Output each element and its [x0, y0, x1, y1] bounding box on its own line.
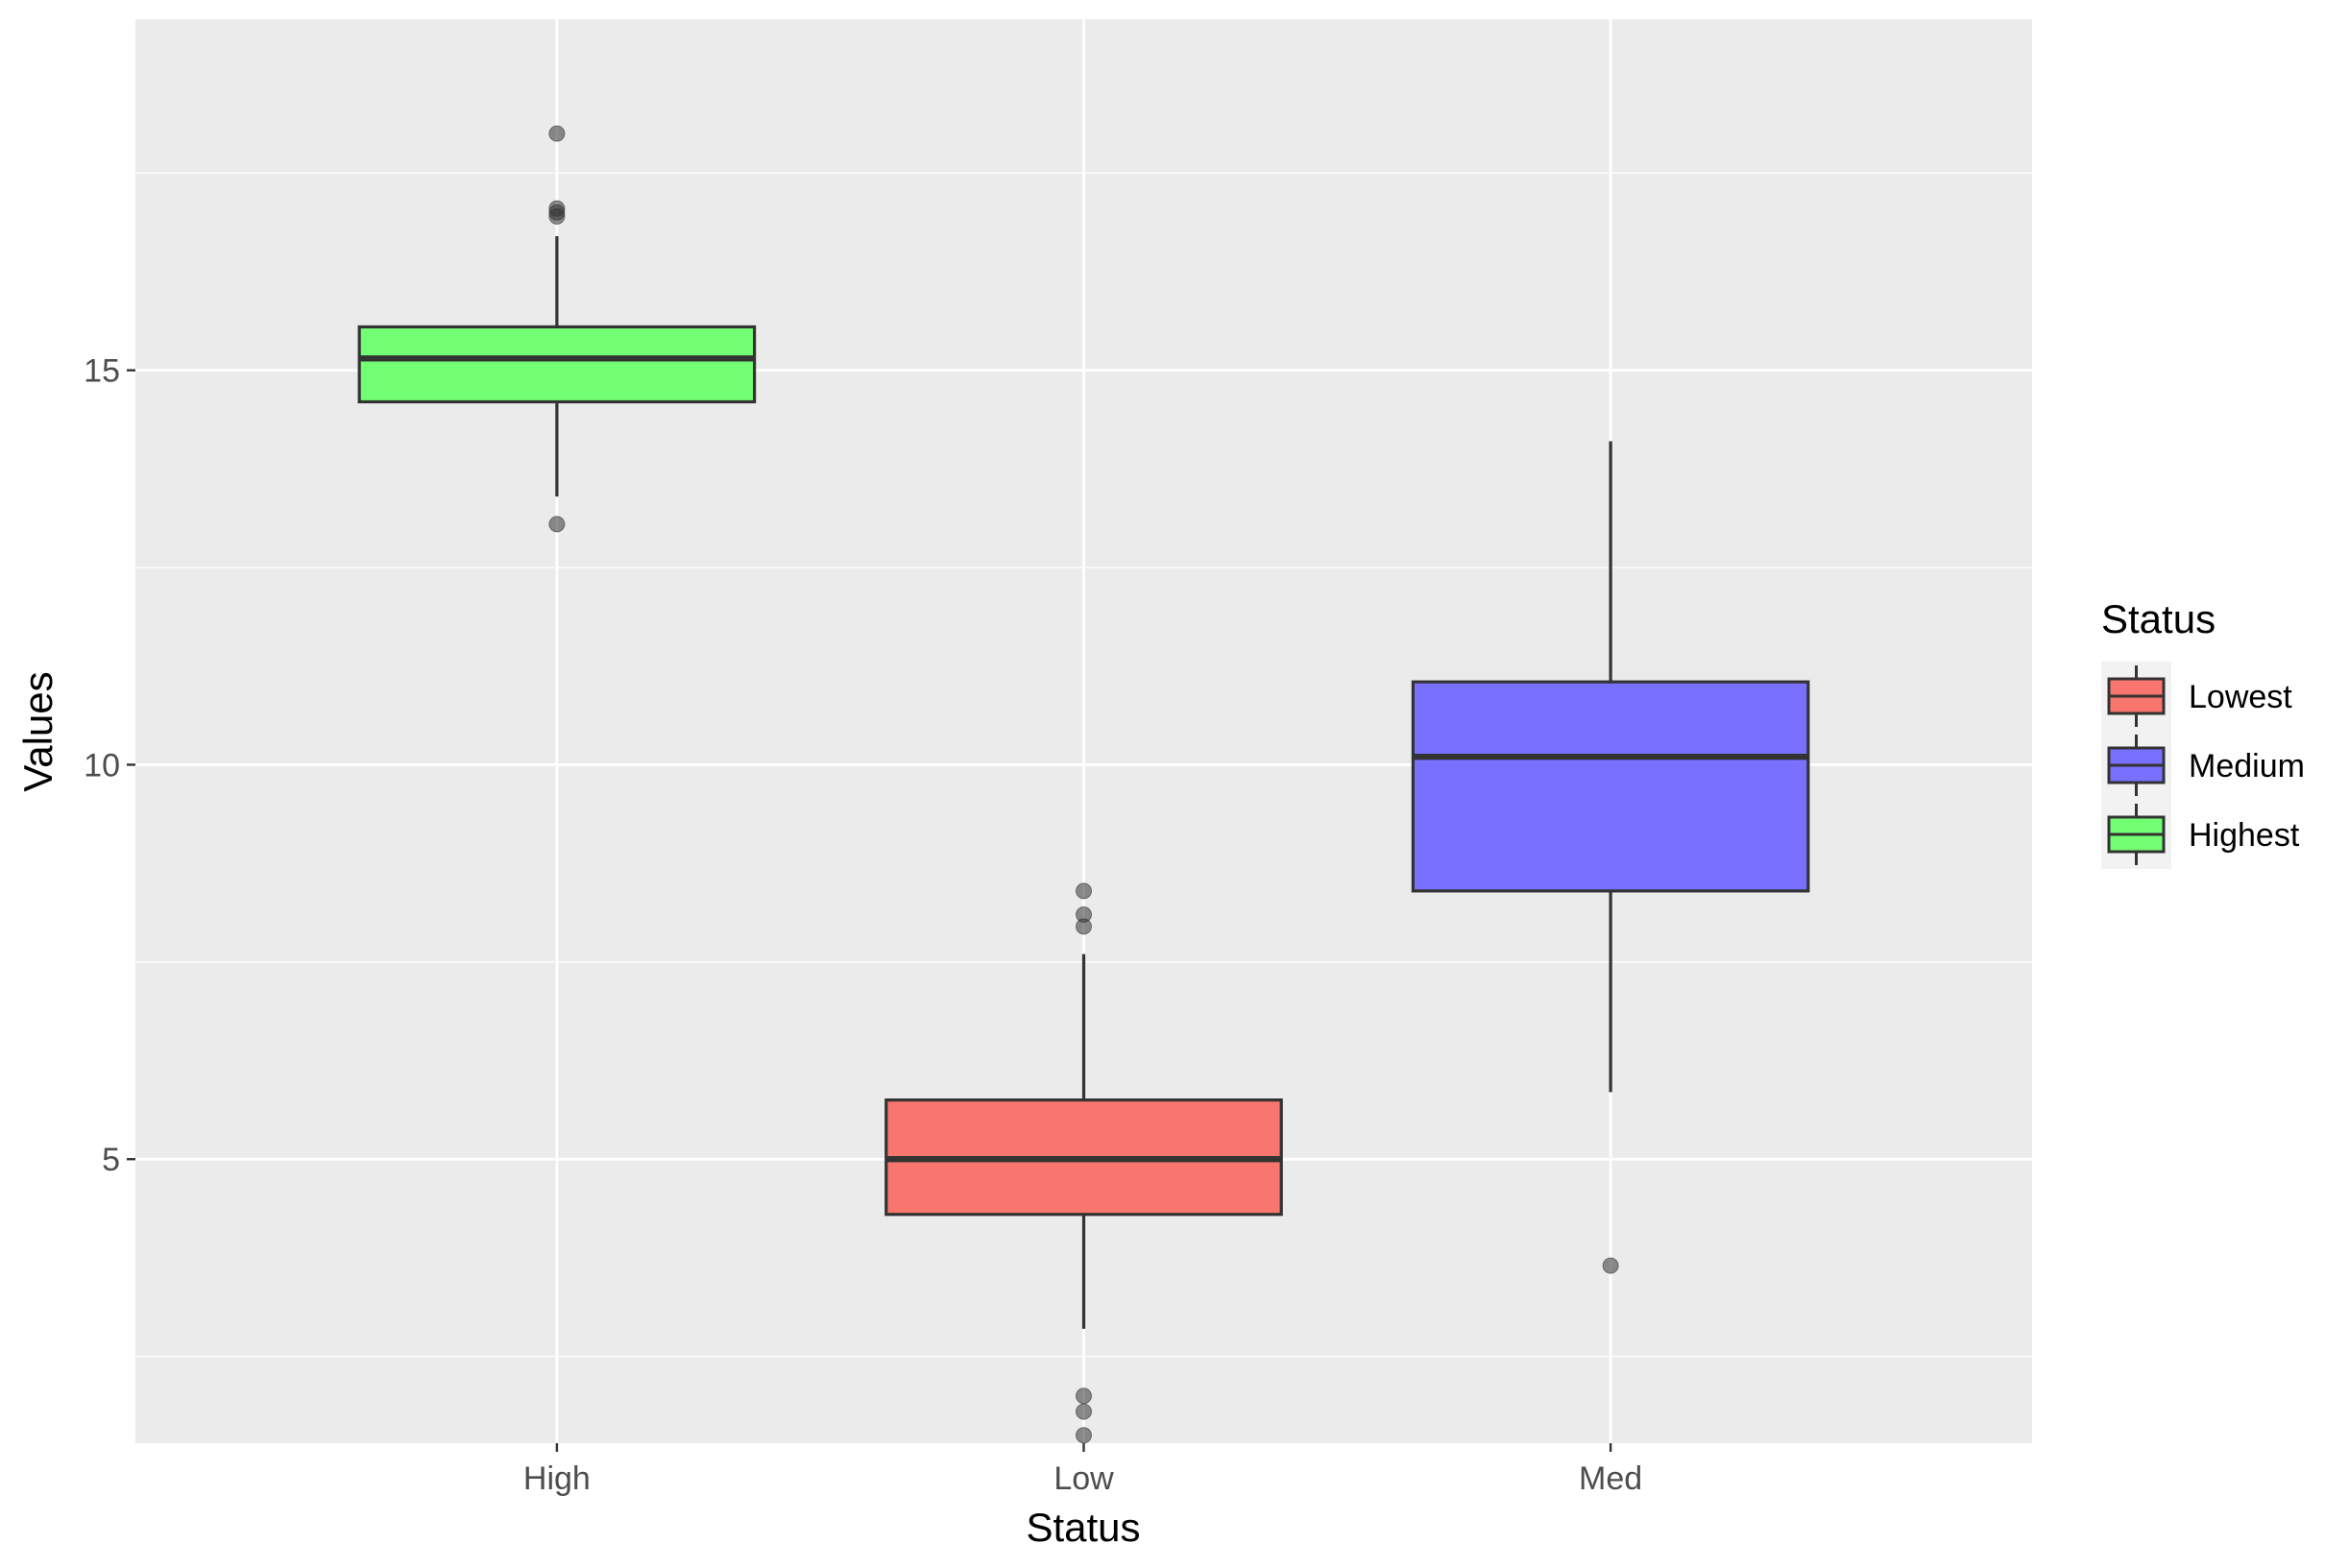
legend-item-label: Medium [2189, 748, 2305, 784]
axes: 5 10 15 High Low Med [84, 353, 1642, 1497]
box-iqr [357, 325, 757, 404]
outlier-point [1602, 1257, 1619, 1274]
outlier-point [1076, 918, 1092, 935]
y-axis-title: Values [15, 671, 61, 791]
legend-item-label: Highest [2189, 817, 2300, 854]
outlier-point [1076, 1387, 1092, 1405]
outlier-point [548, 125, 566, 142]
y-tick-label: 10 [84, 747, 120, 784]
legend-item-label: Lowest [2189, 679, 2292, 715]
x-tick-label: High [523, 1460, 591, 1497]
box-low [884, 882, 1283, 1444]
x-tick-label: Low [1053, 1460, 1114, 1497]
legend-items: Lowest Medium Highest [2107, 665, 2305, 865]
legend: Status Lowest Medium Highest [2101, 596, 2305, 869]
legend-item-lowest: Lowest [2107, 665, 2292, 727]
box-med [1411, 441, 1810, 1274]
boxes [357, 125, 1810, 1444]
box-high [357, 125, 757, 533]
legend-title: Status [2101, 596, 2216, 641]
outlier-point [1076, 882, 1092, 900]
x-tick-label: Med [1579, 1460, 1642, 1497]
outlier-point [1076, 1427, 1092, 1444]
y-tick-label: 15 [84, 353, 120, 390]
legend-item-medium: Medium [2107, 735, 2305, 796]
x-axis-title: Status [1026, 1505, 1140, 1550]
legend-item-highest: Highest [2107, 804, 2300, 865]
outlier-point [548, 516, 566, 533]
box-iqr [1411, 680, 1810, 893]
y-tick-label: 5 [102, 1142, 120, 1178]
outlier-point [548, 207, 566, 225]
outlier-point [1076, 1403, 1092, 1420]
